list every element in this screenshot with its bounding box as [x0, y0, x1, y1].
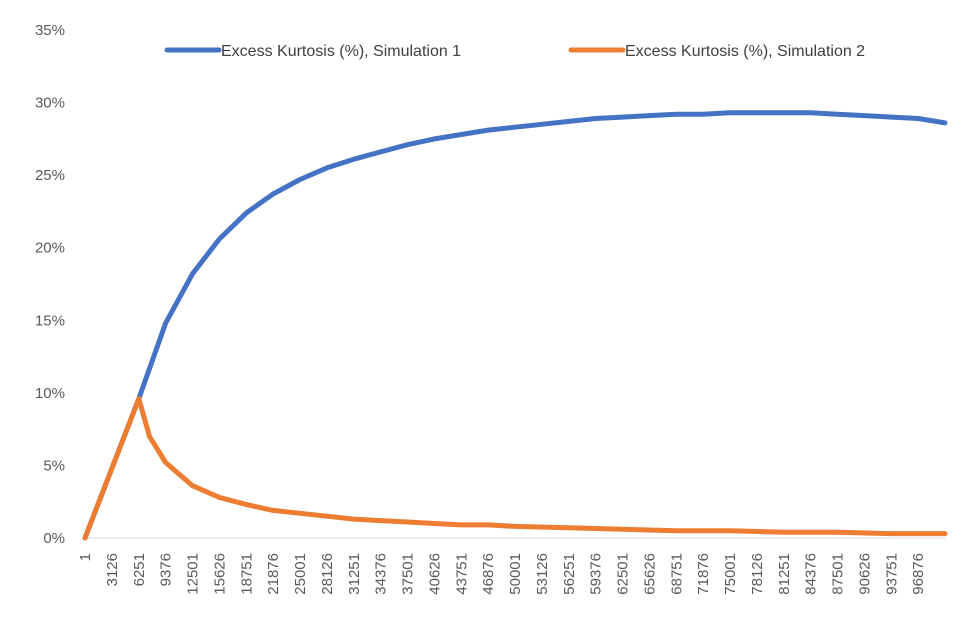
x-tick-label: 75001 — [722, 553, 739, 595]
x-tick-label: 90626 — [856, 553, 873, 595]
x-tick-label: 87501 — [830, 553, 847, 595]
y-tick-label: 25% — [35, 167, 65, 184]
series-1-line — [82, 110, 948, 541]
x-tick-label: 21876 — [265, 553, 282, 595]
x-tick-label: 9376 — [158, 553, 175, 586]
x-tick-label: 71876 — [695, 553, 712, 595]
x-tick-label: 46876 — [480, 553, 497, 595]
x-tick-label: 6251 — [131, 553, 148, 586]
legend: Excess Kurtosis (%), Simulation 1 Excess … — [164, 43, 865, 60]
x-tick-label: 31251 — [346, 553, 363, 595]
x-tick-label: 59376 — [588, 553, 605, 595]
x-tick-label: 84376 — [803, 553, 820, 595]
x-tick-label: 1 — [77, 553, 94, 561]
x-tick-label: 50001 — [507, 553, 524, 595]
x-tick-label: 12501 — [185, 553, 202, 595]
series-layer — [82, 110, 948, 541]
x-tick-label: 43751 — [453, 553, 470, 595]
y-tick-label: 20% — [35, 240, 65, 257]
x-tick-label: 93751 — [883, 553, 900, 595]
x-tick-label: 62501 — [615, 553, 632, 595]
x-tick-label: 78126 — [749, 553, 766, 595]
y-tick-label: 30% — [35, 95, 65, 112]
x-tick-label: 68751 — [668, 553, 685, 595]
y-tick-label: 35% — [35, 22, 65, 39]
x-tick-label: 18751 — [238, 553, 255, 595]
x-axis-ticks: 1 3126 6251 9376 12501 15626 18751 21876 25001 28… — [77, 553, 927, 595]
x-tick-label: 96876 — [910, 553, 927, 595]
x-tick-label: 3126 — [104, 553, 121, 586]
x-tick-label: 40626 — [426, 553, 443, 595]
x-tick-label: 34376 — [373, 553, 390, 595]
x-tick-label: 15626 — [211, 553, 228, 595]
x-tick-label: 28126 — [319, 553, 336, 595]
y-tick-label: 0% — [43, 530, 65, 547]
x-tick-label: 53126 — [534, 553, 551, 595]
x-tick-label: 65626 — [641, 553, 658, 595]
legend-label-series-1: Excess Kurtosis (%), Simulation 1 — [221, 43, 461, 60]
x-tick-label: 37501 — [400, 553, 417, 595]
y-tick-label: 5% — [43, 457, 65, 474]
y-tick-label: 15% — [35, 312, 65, 329]
series-2-line — [82, 396, 948, 541]
y-tick-label: 10% — [35, 385, 65, 402]
x-tick-label: 81251 — [776, 553, 793, 595]
legend-label-series-2: Excess Kurtosis (%), Simulation 2 — [625, 43, 865, 60]
x-tick-label: 56251 — [561, 553, 578, 595]
y-axis-ticks: 0% 5% 10% 15% 20% 25% 30% 35% — [35, 22, 65, 547]
x-tick-label: 25001 — [292, 553, 309, 595]
